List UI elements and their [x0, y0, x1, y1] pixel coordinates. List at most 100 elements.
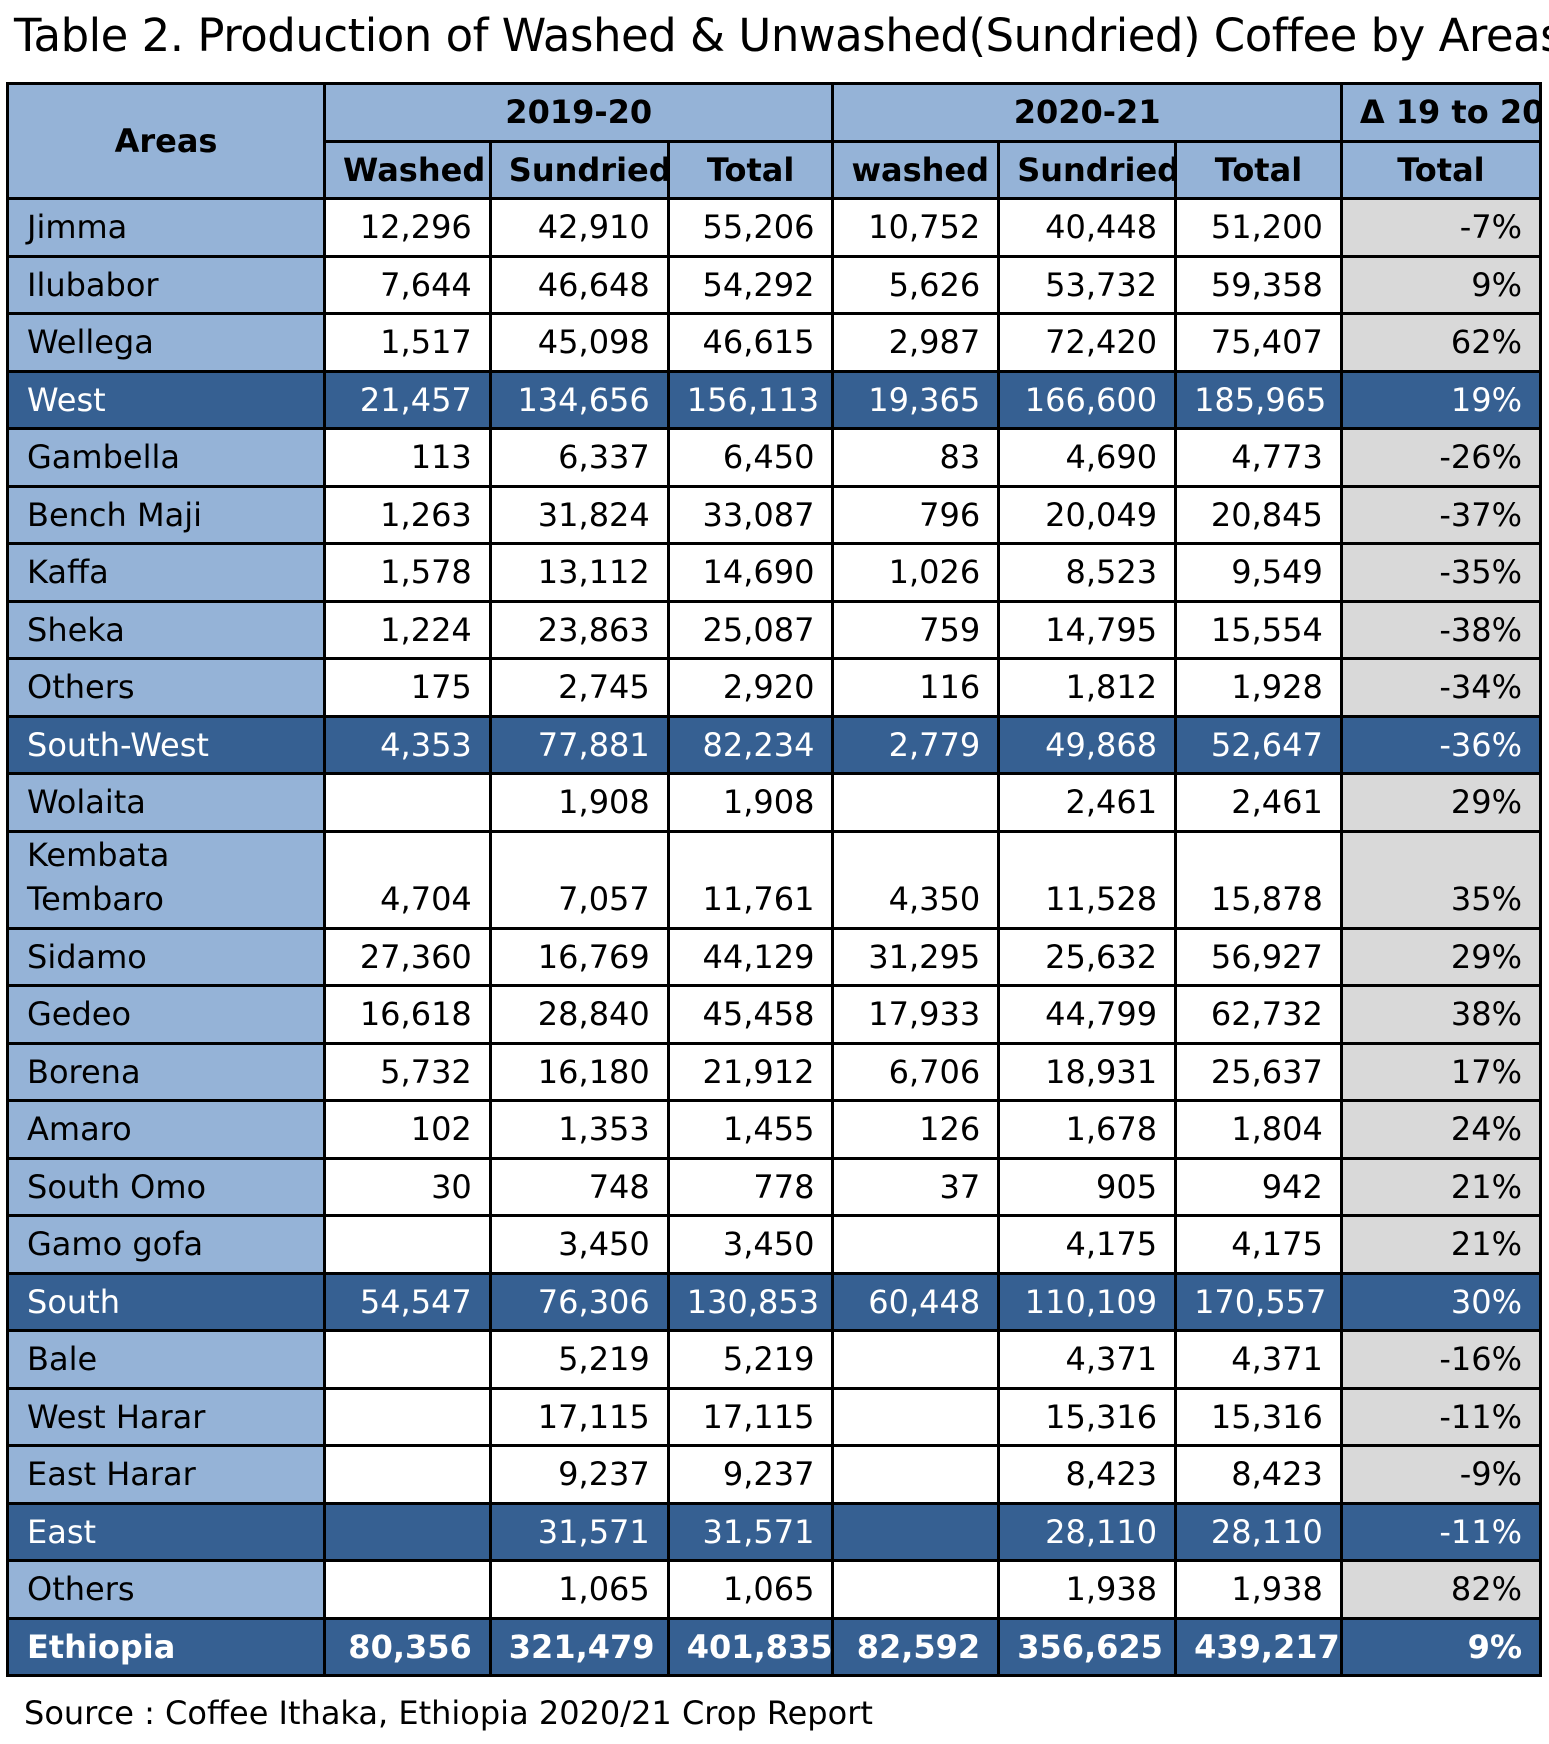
value-cell-s2: 44,799 [997, 984, 1178, 1045]
value-cell-t2: 59,358 [1174, 254, 1343, 315]
value-cell-w2 [831, 1214, 1001, 1275]
table-row: Wellega 1,517 45,098 46,615 2,987 72,420 75,40… [5, 312, 1543, 373]
value-cell-t1: 14,690 [666, 542, 835, 603]
value-cell-t1: 778 [666, 1156, 835, 1217]
table-row: Borena 5,732 16,180 21,912 6,706 18,931 25,637… [5, 1041, 1543, 1102]
value-cell-w1 [323, 1329, 492, 1390]
delta-cell: 29% [1339, 772, 1543, 833]
value-cell-t2: 185,965 [1174, 369, 1343, 430]
delta-cell: -26% [1339, 427, 1543, 488]
value-cell-t1: 11,761 [666, 829, 835, 930]
value-cell-w2: 126 [831, 1099, 1001, 1160]
area-cell: Kembata Tembaro [5, 829, 327, 930]
value-cell-t2: 56,927 [1174, 926, 1343, 987]
value-cell-w1 [323, 1444, 492, 1505]
value-cell-w1: 5,732 [323, 1041, 492, 1102]
value-cell-s1: 2,745 [488, 657, 670, 718]
value-cell-t1: 46,615 [666, 312, 835, 373]
value-cell-s2: 4,371 [997, 1329, 1178, 1390]
value-cell-s2: 905 [997, 1156, 1178, 1217]
value-cell-w2: 6,706 [831, 1041, 1001, 1102]
value-cell-s2: 15,316 [997, 1386, 1178, 1447]
area-cell: Ilubabor [5, 254, 327, 315]
value-cell-s2: 25,632 [997, 926, 1178, 987]
value-cell-t2: 9,549 [1174, 542, 1343, 603]
area-cell: Amaro [5, 1099, 327, 1160]
value-cell-t1: 33,087 [666, 484, 835, 545]
value-cell-t1: 21,912 [666, 1041, 835, 1102]
value-cell-t1: 1,908 [666, 772, 835, 833]
value-cell-w1 [323, 1559, 492, 1620]
value-cell-t2: 28,110 [1174, 1501, 1343, 1562]
table-row: Sidamo 27,360 16,769 44,129 31,295 25,632 56,9… [5, 926, 1543, 987]
area-cell: Borena [5, 1041, 327, 1102]
area-cell: Sheka [5, 599, 327, 660]
value-cell-w2: 4,350 [831, 829, 1001, 930]
table-row: Wolaita 1,908 1,908 2,461 2,461 29% [5, 772, 1543, 833]
value-cell-s2: 4,175 [997, 1214, 1178, 1275]
delta-cell: 35% [1339, 829, 1543, 930]
area-cell: Others [5, 1559, 327, 1620]
value-cell-s1: 1,353 [488, 1099, 670, 1160]
value-cell-t2: 51,200 [1174, 197, 1343, 258]
value-cell-s1: 17,115 [488, 1386, 670, 1447]
value-cell-t1: 17,115 [666, 1386, 835, 1447]
table-row: South 54,547 76,306 130,853 60,448 110,109 170… [5, 1271, 1543, 1332]
table-row: Gambella 113 6,337 6,450 83 4,690 4,773 -26% [5, 427, 1543, 488]
area-cell: Kaffa [5, 542, 327, 603]
value-cell-w2 [831, 1501, 1001, 1562]
delta-cell: 17% [1339, 1041, 1543, 1102]
delta-cell: -16% [1339, 1329, 1543, 1390]
delta-cell: 82% [1339, 1559, 1543, 1620]
table-row: South Omo 30 748 778 37 905 942 21% [5, 1156, 1543, 1217]
delta-cell: -7% [1339, 197, 1543, 258]
value-cell-s1: 16,180 [488, 1041, 670, 1102]
value-cell-s1: 42,910 [488, 197, 670, 258]
value-cell-t1: 6,450 [666, 427, 835, 488]
value-cell-w1: 102 [323, 1099, 492, 1160]
value-cell-s2: 110,109 [997, 1271, 1178, 1332]
value-cell-w2: 116 [831, 657, 1001, 718]
value-cell-s2: 356,625 [997, 1616, 1178, 1677]
value-cell-s1: 45,098 [488, 312, 670, 373]
delta-cell: 9% [1339, 254, 1543, 315]
value-cell-s1: 31,571 [488, 1501, 670, 1562]
value-cell-s1: 31,824 [488, 484, 670, 545]
value-cell-s1: 6,337 [488, 427, 670, 488]
value-cell-t2: 15,554 [1174, 599, 1343, 660]
value-cell-w2: 31,295 [831, 926, 1001, 987]
value-cell-w2: 19,365 [831, 369, 1001, 430]
delta-cell: 19% [1339, 369, 1543, 430]
value-cell-s2: 28,110 [997, 1501, 1178, 1562]
value-cell-w1 [323, 1214, 492, 1275]
value-cell-w2: 10,752 [831, 197, 1001, 258]
value-cell-w1: 1,517 [323, 312, 492, 373]
delta-cell: -11% [1339, 1386, 1543, 1447]
value-cell-w2 [831, 1559, 1001, 1620]
value-cell-t1: 25,087 [666, 599, 835, 660]
value-cell-w1: 113 [323, 427, 492, 488]
value-cell-s1: 1,065 [488, 1559, 670, 1620]
value-cell-w2 [831, 1329, 1001, 1390]
header-p2-total: Total [1174, 139, 1343, 200]
value-cell-w2: 1,026 [831, 542, 1001, 603]
value-cell-s2: 20,049 [997, 484, 1178, 545]
value-cell-t2: 4,773 [1174, 427, 1343, 488]
value-cell-s2: 166,600 [997, 369, 1178, 430]
value-cell-t2: 15,316 [1174, 1386, 1343, 1447]
value-cell-t2: 25,637 [1174, 1041, 1343, 1102]
value-cell-t2: 4,371 [1174, 1329, 1343, 1390]
area-cell: Gamo gofa [5, 1214, 327, 1275]
value-cell-w2: 796 [831, 484, 1001, 545]
area-cell: Wolaita [5, 772, 327, 833]
delta-cell: -11% [1339, 1501, 1543, 1562]
value-cell-t1: 1,065 [666, 1559, 835, 1620]
area-cell: Jimma [5, 197, 327, 258]
value-cell-s1: 5,219 [488, 1329, 670, 1390]
area-cell: South [5, 1271, 327, 1332]
area-cell: Bale [5, 1329, 327, 1390]
table-row: Kaffa 1,578 13,112 14,690 1,026 8,523 9,549 -35… [5, 542, 1543, 603]
value-cell-w1 [323, 772, 492, 833]
value-cell-t1: 54,292 [666, 254, 835, 315]
delta-cell: 9% [1339, 1616, 1543, 1677]
